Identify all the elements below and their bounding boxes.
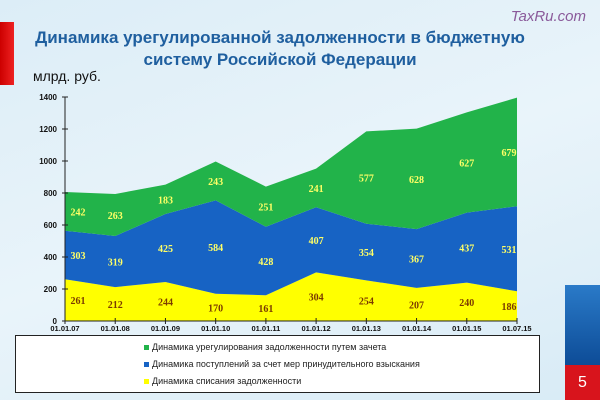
blue-accent-block xyxy=(565,285,600,365)
data-label: 428 xyxy=(258,257,273,268)
data-label: 407 xyxy=(309,236,324,247)
data-label: 242 xyxy=(71,207,86,218)
page-number: 5 xyxy=(565,365,600,400)
data-label: 627 xyxy=(459,159,474,170)
area-series-0 xyxy=(65,272,517,321)
x-tick-label: 01.01.09 xyxy=(151,324,180,333)
legend-label: Динамика поступлений за счет мер принуди… xyxy=(152,359,420,369)
legend-item-offset: Динамика урегулирования задолженности пу… xyxy=(144,342,386,352)
area-series-2 xyxy=(65,97,517,237)
legend: Динамика урегулирования задолженности пу… xyxy=(15,335,540,393)
data-label: 367 xyxy=(409,255,424,266)
data-label: 186 xyxy=(502,302,517,313)
x-tick-label: 01.07.15 xyxy=(502,324,531,333)
data-label: 261 xyxy=(71,296,86,307)
data-label: 240 xyxy=(459,298,474,309)
data-label: 679 xyxy=(502,148,517,159)
legend-item-enforcement: Динамика поступлений за счет мер принуди… xyxy=(144,359,420,369)
data-label: 251 xyxy=(258,203,273,214)
x-tick-label: 01.01.07 xyxy=(50,324,79,333)
data-label: 183 xyxy=(158,195,173,206)
data-label: 437 xyxy=(459,244,474,255)
y-tick-label: 1000 xyxy=(39,157,57,166)
area-series-1 xyxy=(65,200,517,296)
data-label: 531 xyxy=(502,245,517,256)
data-label: 244 xyxy=(158,297,173,308)
chart-title: Динамика урегулированной задолженности в… xyxy=(35,28,525,69)
y-axis-unit: млрд. руб. xyxy=(33,68,101,84)
data-label: 577 xyxy=(359,174,374,185)
data-label: 241 xyxy=(309,184,324,195)
legend-swatch xyxy=(144,378,149,384)
x-tick-label: 01.01.08 xyxy=(101,324,130,333)
data-label: 254 xyxy=(359,297,374,308)
legend-swatch xyxy=(144,361,149,367)
data-label: 170 xyxy=(208,303,223,314)
data-label: 425 xyxy=(158,244,173,255)
data-label: 319 xyxy=(108,258,123,269)
data-label: 263 xyxy=(108,211,123,222)
x-tick-label: 01.01.11 xyxy=(251,324,280,333)
y-tick-label: 0 xyxy=(53,317,58,326)
data-label: 212 xyxy=(108,300,123,311)
x-tick-label: 01.01.13 xyxy=(352,324,381,333)
x-tick-label: 01.01.12 xyxy=(302,324,331,333)
legend-label: Динамика списания задолженности xyxy=(152,376,302,386)
data-label: 161 xyxy=(258,304,273,315)
data-label: 628 xyxy=(409,175,424,186)
data-label: 354 xyxy=(359,248,374,259)
x-tick-label: 01.01.14 xyxy=(402,324,432,333)
red-accent-bar xyxy=(0,22,14,85)
y-tick-label: 800 xyxy=(44,189,58,198)
y-tick-label: 1200 xyxy=(39,125,57,134)
x-tick-label: 01.01.10 xyxy=(201,324,230,333)
data-label: 584 xyxy=(208,243,223,254)
x-tick-label: 01.01.15 xyxy=(452,324,481,333)
y-tick-label: 1400 xyxy=(39,93,57,102)
y-tick-label: 600 xyxy=(44,221,58,230)
legend-item-writeoff: Динамика списания задолженности xyxy=(144,376,301,386)
legend-label: Динамика урегулирования задолженности пу… xyxy=(152,342,387,352)
legend-swatch xyxy=(144,344,149,350)
y-tick-label: 400 xyxy=(44,253,58,262)
data-label: 207 xyxy=(409,300,424,311)
y-tick-label: 200 xyxy=(44,285,58,294)
data-label: 303 xyxy=(71,251,86,262)
data-label: 304 xyxy=(309,293,324,304)
data-label: 243 xyxy=(208,177,223,188)
watermark: TaxRu.com xyxy=(510,8,586,25)
